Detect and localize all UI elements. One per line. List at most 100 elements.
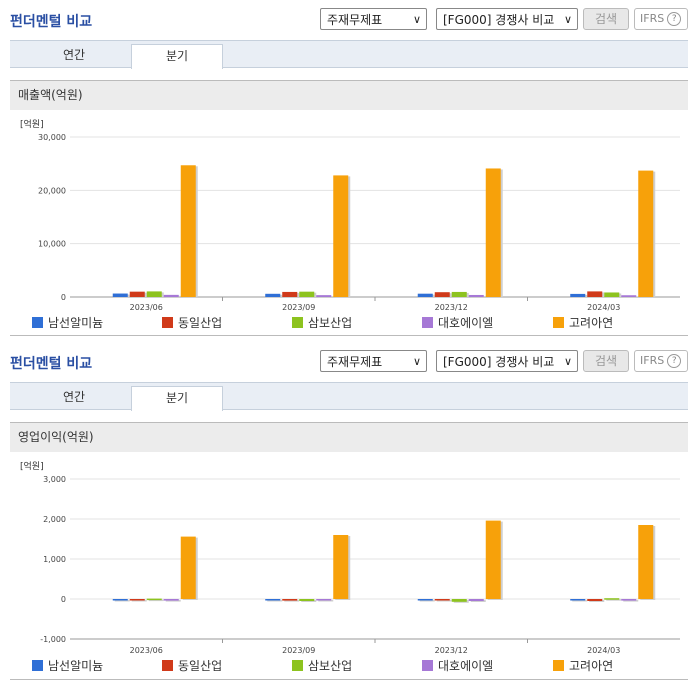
x-tick-label: 2023/09 [282, 646, 315, 655]
legend-swatch [553, 660, 564, 671]
bar [112, 293, 128, 297]
chevron-down-icon: ∨ [412, 13, 421, 26]
statement-select-value: 주재무제표 [327, 355, 383, 369]
ifrs-button[interactable]: IFRS? [634, 350, 688, 372]
ifrs-label: IFRS [640, 12, 665, 25]
ifrs-label: IFRS [640, 354, 665, 367]
legend-item[interactable]: 동일산업 [162, 657, 222, 674]
chevron-down-icon: ∨ [563, 355, 572, 368]
legend-swatch [422, 317, 433, 328]
bar [282, 599, 298, 601]
legend-label: 남선알미늄 [48, 659, 104, 673]
bar [621, 599, 637, 601]
x-tick-label: 2024/03 [587, 646, 620, 655]
legend-item[interactable]: 삼보산업 [292, 314, 352, 331]
legend-label: 삼보산업 [308, 659, 353, 673]
bar-shadow [284, 600, 300, 602]
statement-select[interactable]: 주재무제표 ∨ [320, 350, 427, 372]
legend-item[interactable]: 고려아연 [553, 314, 613, 331]
bar [587, 599, 603, 601]
bar [638, 525, 654, 599]
y-tick-label: 0 [61, 595, 66, 604]
bar-shadow [419, 600, 435, 602]
bar [180, 165, 196, 297]
legend-swatch [162, 660, 173, 671]
bar [129, 291, 145, 297]
period-tabs: 연간 분기 [10, 382, 688, 411]
help-icon: ? [667, 12, 682, 26]
chart-header: 영업이익(억원) [10, 423, 688, 452]
y-unit-label: [억원] [20, 460, 44, 472]
bar-shadow [318, 600, 334, 602]
statement-select[interactable]: 주재무제표 ∨ [320, 8, 427, 30]
bar [451, 599, 467, 602]
legend-item[interactable]: 남선알미늄 [32, 657, 103, 674]
tab-quarterly[interactable]: 분기 [131, 386, 223, 411]
peer-select-value: [FG000] 경쟁사 비교 [443, 13, 555, 27]
bar [468, 599, 484, 601]
y-tick-label: 0 [61, 293, 66, 302]
search-button[interactable]: 검색 [583, 350, 629, 372]
legend-label: 대호에이엘 [438, 316, 494, 330]
panel-title: 펀더멘털 비교 [10, 14, 93, 30]
bar [638, 170, 654, 297]
bar [485, 168, 501, 297]
bar [146, 291, 162, 297]
sales-chart: [억원] 30,000 20,000 10,000 0 2023/06 2023/09 202… [20, 118, 680, 312]
bar [112, 599, 128, 601]
legend-label: 삼보산업 [308, 316, 353, 330]
bar [129, 599, 145, 601]
bar [434, 599, 450, 601]
y-tick-label: 20,000 [38, 186, 66, 195]
legend-item[interactable]: 동일산업 [162, 314, 222, 331]
legend-item[interactable]: 대호에이엘 [422, 657, 493, 674]
bar [485, 520, 501, 599]
search-button[interactable]: 검색 [583, 8, 629, 30]
peer-select[interactable]: [FG000] 경쟁사 비교 ∨ [436, 350, 578, 372]
chart-container: 영업이익(억원) [억원] 3,000 2,000 1,000 0 -1,000 2023/… [10, 422, 688, 680]
panel-toolbar: 펀더멘털 비교 주재무제표 ∨ [FG000] 경쟁사 비교 ∨ 검색 IFRS… [0, 0, 696, 40]
bar [316, 295, 332, 297]
bar [163, 599, 179, 601]
peer-select[interactable]: [FG000] 경쟁사 비교 ∨ [436, 8, 578, 30]
bar [451, 291, 467, 297]
bar [468, 294, 484, 297]
legend-label: 남선알미늄 [48, 316, 104, 330]
fundamental-panel-sales: 펀더멘털 비교 주재무제표 ∨ [FG000] 경쟁사 비교 ∨ 검색 IFRS… [0, 0, 696, 336]
x-tick-label: 2023/12 [435, 646, 468, 655]
legend-label: 동일산업 [178, 316, 223, 330]
legend-item[interactable]: 고려아연 [553, 657, 613, 674]
bar-shadow [148, 599, 164, 602]
bar [621, 295, 637, 297]
op-income-chart: [억원] 3,000 2,000 1,000 0 -1,000 2023/06 2023/09… [20, 460, 680, 655]
bar [604, 292, 620, 297]
bar-shadow [623, 296, 639, 298]
legend-label: 대호에이엘 [438, 659, 494, 673]
legend-swatch [292, 660, 303, 671]
tab-annual[interactable]: 연간 [62, 390, 86, 404]
y-tick-label: 3,000 [43, 475, 66, 484]
bar [316, 599, 332, 601]
chart-container: 매출액(억원) [억원] 30,000 20,000 10,000 0 2023/06 20… [10, 80, 688, 336]
bar [587, 291, 603, 297]
bar-shadow [318, 296, 334, 298]
legend-item[interactable]: 남선알미늄 [32, 314, 103, 331]
bar [333, 535, 349, 599]
panel-title: 펀더멘털 비교 [10, 356, 93, 372]
legend-label: 고려아연 [569, 316, 614, 330]
bar [299, 291, 315, 297]
fundamental-panel-op-income: 펀더멘털 비교 주재무제표 ∨ [FG000] 경쟁사 비교 ∨ 검색 IFRS… [0, 342, 696, 684]
y-tick-label: 30,000 [38, 133, 66, 142]
legend-item[interactable]: 대호에이엘 [422, 314, 493, 331]
bar [180, 536, 196, 599]
bar-shadow [114, 600, 130, 602]
tab-quarterly[interactable]: 분기 [131, 44, 223, 69]
legend-swatch [292, 317, 303, 328]
bar [417, 293, 433, 297]
legend-item[interactable]: 삼보산업 [292, 657, 352, 674]
bar [265, 599, 281, 601]
bar [282, 291, 298, 297]
ifrs-button[interactable]: IFRS? [634, 8, 688, 30]
x-tick-label: 2023/06 [130, 646, 163, 655]
tab-annual[interactable]: 연간 [62, 48, 86, 62]
